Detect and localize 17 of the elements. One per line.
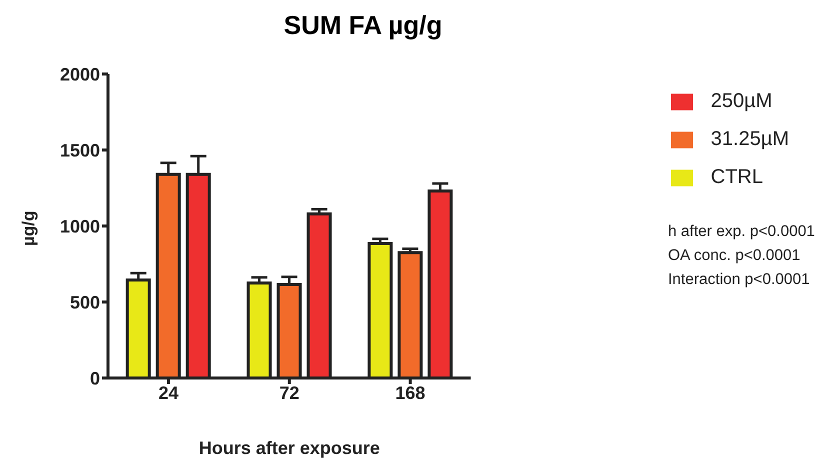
y-tick-label: 1000 <box>60 216 100 236</box>
legend-label: 31.25µM <box>710 128 789 150</box>
x-axis-title: Hours after exposure <box>198 438 380 458</box>
legend-label: 250µM <box>710 90 772 112</box>
legend-label: CTRL <box>710 166 763 188</box>
text: h after exp. p<0.0001 <box>668 222 815 242</box>
chart-title: SUM FA µg/g <box>282 10 444 41</box>
x-tick-label: 72 <box>279 382 300 403</box>
y-tick-label: 0 <box>90 368 100 388</box>
y-tick-label: 500 <box>70 292 100 312</box>
text: Interaction p<0.0001 <box>668 270 811 290</box>
x-tick-label: 168 <box>395 382 426 403</box>
y-tick-label: 2000 <box>60 64 100 84</box>
x-tick-label: 24 <box>158 382 178 403</box>
y-tick-label: 1500 <box>60 140 100 160</box>
text: OA conc. p<0.0001 <box>668 246 802 266</box>
y-axis-title: µg/g <box>19 210 38 246</box>
